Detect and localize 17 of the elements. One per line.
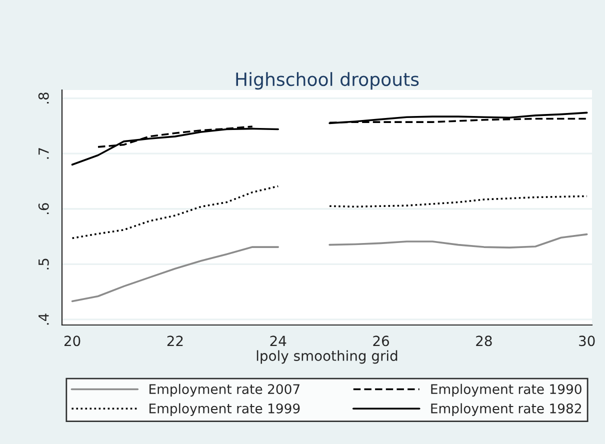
x-tick-label: 22 [167,336,183,346]
legend-label: Employment rate 1982 [431,403,581,416]
x-tick-label: 24 [270,336,286,346]
x-tick-label: 30 [579,336,595,346]
y-tick-label: .6 [38,203,49,214]
y-tick-label: .5 [38,258,49,270]
y-tick-label: .8 [38,92,49,104]
x-tick-label: 28 [476,336,492,346]
y-tick-label: .4 [38,314,49,325]
x-axis-title: lpoly smoothing grid [256,350,398,364]
legend-label: Employment rate 1990 [431,384,582,397]
legend-label: Employment rate 1999 [150,403,300,416]
legend-label: Employment rate 2007 [150,384,300,397]
chart-title: Highschool dropouts [236,72,419,90]
y-tick-label: .7 [38,148,49,159]
x-tick-label: 20 [64,336,80,346]
x-tick-label: 26 [373,336,389,346]
